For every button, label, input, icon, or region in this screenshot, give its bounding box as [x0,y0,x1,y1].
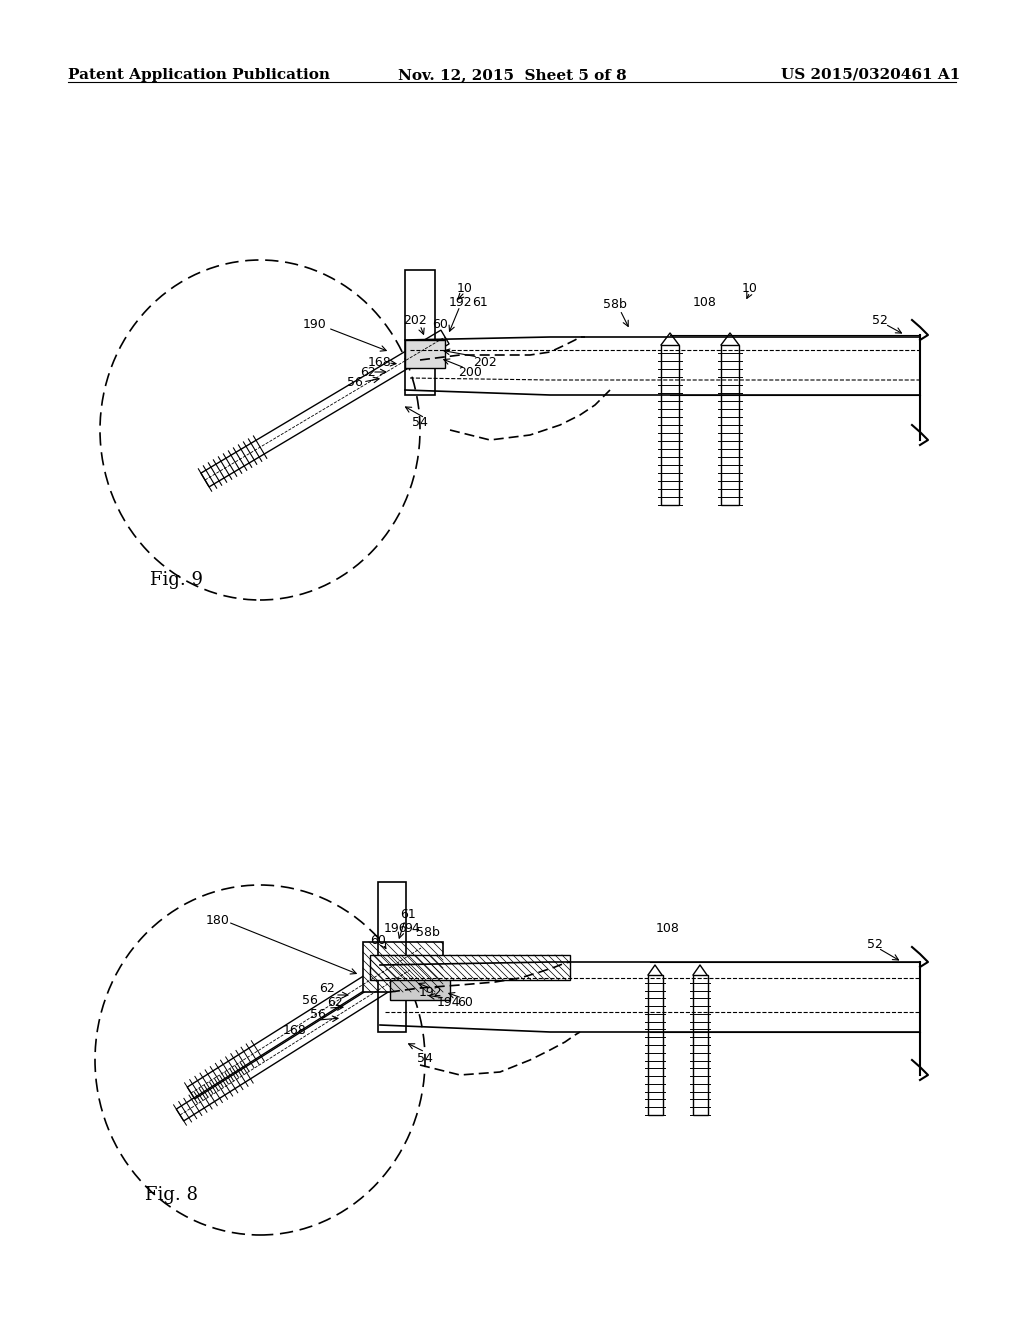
Text: 52: 52 [867,939,883,952]
Bar [662,345,679,506]
Text: 168: 168 [283,1023,307,1036]
Text: Fig. 9: Fig. 9 [150,572,203,589]
Text: 58b: 58b [416,925,440,939]
Text: 56: 56 [347,375,362,388]
Text: 61: 61 [400,908,416,921]
Text: 202: 202 [403,314,427,326]
Text: 60: 60 [370,933,386,946]
Text: 168: 168 [368,355,392,368]
Bar [406,271,435,395]
Text: 60: 60 [457,995,473,1008]
Bar [693,975,708,1115]
Text: 202: 202 [473,355,497,368]
Text: Fig. 8: Fig. 8 [145,1185,198,1204]
Text: 56: 56 [302,994,318,1006]
Text: 190: 190 [303,318,327,331]
Text: 62: 62 [319,982,335,994]
Text: 192: 192 [449,296,472,309]
Text: 196: 196 [383,921,407,935]
Text: 62: 62 [360,366,376,379]
Text: 54: 54 [412,416,428,429]
Text: US 2015/0320461 A1: US 2015/0320461 A1 [780,69,961,82]
Bar [648,975,663,1115]
Text: 58b: 58b [603,298,627,312]
Text: 60: 60 [432,318,447,331]
Text: 56: 56 [310,1008,326,1022]
Bar [721,345,739,506]
Bar [378,882,406,1032]
Text: 10: 10 [457,281,473,294]
Text: 108: 108 [656,921,680,935]
Text: 180: 180 [206,913,230,927]
Text: Patent Application Publication: Patent Application Publication [68,69,330,82]
Text: 200: 200 [458,366,482,379]
Bar [362,942,443,993]
Bar [390,962,450,1001]
Bar [406,341,445,368]
Text: 62: 62 [327,995,343,1008]
Text: Nov. 12, 2015  Sheet 5 of 8: Nov. 12, 2015 Sheet 5 of 8 [397,69,627,82]
Text: 94: 94 [404,921,420,935]
Text: 52: 52 [872,314,888,326]
Text: 192: 192 [418,986,441,998]
Text: 194: 194 [436,995,460,1008]
Text: 54: 54 [417,1052,433,1064]
Text: 10: 10 [742,281,758,294]
Text: 108: 108 [693,296,717,309]
Bar [370,954,570,979]
Text: 61: 61 [472,296,487,309]
